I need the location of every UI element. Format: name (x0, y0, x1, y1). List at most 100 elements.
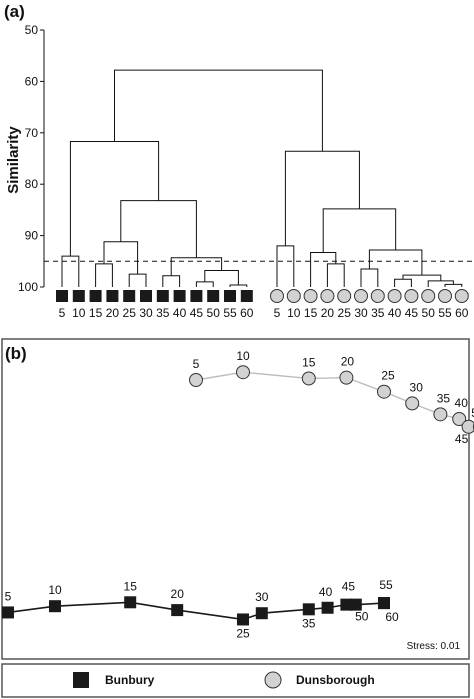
y-tick-label: 80 (25, 177, 39, 191)
leaf-label: 40 (388, 306, 402, 320)
legend-dunsborough-marker (264, 671, 282, 689)
bunbury-point-label: 40 (319, 585, 333, 599)
bunbury-point-label: 55 (379, 578, 393, 592)
dunsborough-point-label: 35 (437, 391, 451, 405)
dunsborough-point-label: 40 (455, 396, 469, 410)
ordination-plot: 5101520253035404550556051015202530354045… (2, 349, 474, 640)
leaf-marker-circle (438, 289, 452, 303)
leaf-marker-circle (286, 289, 301, 303)
leaf-marker-square (89, 290, 102, 302)
bunbury-point-label: 20 (171, 587, 185, 601)
leaf-label: 35 (371, 306, 385, 320)
leaf-marker-circle (454, 289, 469, 303)
leaf-marker-circle (421, 289, 436, 303)
dendrogram-link (427, 280, 454, 287)
leaf-marker-square (56, 290, 68, 302)
bunbury-point-label: 50 (355, 610, 369, 624)
leaf-label: 30 (354, 306, 368, 320)
leaf-label: 35 (156, 306, 170, 320)
leaf-row: 5 10 15 20 25 30 35 40 45 50 55 60 5 10 15 20 25 30 35 40 45… (56, 289, 469, 320)
dunsborough-trajectory (195, 371, 474, 428)
leaf-marker-circle (354, 289, 368, 303)
leaf-marker-square (156, 290, 169, 302)
dendrogram-tree (44, 69, 473, 287)
legend-dunsborough-label: Dunsborough (296, 673, 375, 687)
leaf-label: 20 (106, 306, 120, 320)
dunsborough-point (405, 396, 420, 411)
y-axis: 50 60 70 80 90 100 (18, 23, 45, 294)
dunsborough-point (339, 370, 354, 385)
bunbury-point (378, 597, 390, 610)
leaf-label: 50 (207, 306, 221, 320)
bunbury-point (255, 607, 268, 620)
dendrogram-link (162, 275, 181, 287)
dunsborough-point-label: 5 (193, 357, 200, 371)
dunsborough-point-label: 20 (341, 355, 355, 369)
leaf-label: 25 (123, 306, 137, 320)
leaf-label: 45 (405, 306, 419, 320)
dendrogram-link (69, 141, 160, 257)
dendrogram-link (229, 284, 248, 287)
dunsborough-point-label: 15 (302, 355, 316, 369)
legend-frame (1, 663, 470, 698)
panel-b-label: (b) (5, 344, 27, 363)
dunsborough-point (377, 384, 391, 399)
leaf-label: 60 (240, 306, 254, 320)
dendrogram-link (444, 283, 463, 287)
leaf-label: 25 (338, 306, 352, 320)
bunbury-point-label: 30 (255, 590, 269, 604)
leaf-label: 55 (438, 306, 452, 320)
leaf-label: 5 (59, 306, 66, 320)
dunsborough-point-label: 45 (455, 432, 469, 446)
leaf-marker-circle (387, 289, 402, 303)
leaf-marker-square (72, 290, 85, 302)
bunbury-point-label: 60 (385, 610, 399, 624)
leaf-label: 15 (89, 306, 103, 320)
y-tick-label: 60 (25, 74, 39, 88)
leaf-marker-square (106, 290, 119, 302)
bunbury-point-label: 10 (48, 583, 62, 597)
dunsborough-point (301, 371, 316, 386)
panel-a-label: (a) (4, 2, 25, 21)
dunsborough-point (189, 373, 203, 387)
dendrogram-link (402, 274, 442, 281)
leaf-marker-circle (370, 289, 385, 303)
dendrogram-link (310, 252, 337, 287)
leaf-marker-square (140, 290, 152, 302)
leaf-marker-circle (270, 289, 284, 303)
dendrogram-link (204, 270, 239, 285)
leaf-label: 50 (422, 306, 436, 320)
leaf-marker-circle (320, 289, 335, 303)
leaf-marker-square (207, 290, 220, 302)
dunsborough-point (452, 412, 467, 426)
leaf-marker-circle (337, 289, 352, 303)
leaf-marker-square (190, 290, 203, 302)
bunbury-point (237, 613, 249, 626)
leaf-label: 20 (321, 306, 335, 320)
bunbury-point (302, 603, 315, 616)
bunbury-point-label: 5 (5, 589, 12, 603)
y-tick-label: 100 (18, 280, 38, 294)
dendrogram-link (276, 245, 295, 287)
stress-value: Stress: 0.01 (407, 641, 461, 652)
bunbury-point (2, 606, 14, 619)
dendrogram-link (61, 255, 80, 287)
dendrogram-link (170, 257, 223, 276)
legend-bunbury-marker (73, 672, 89, 688)
leaf-label: 10 (72, 306, 86, 320)
panel-b-ordination: (b) 510152025303540455055605101520253035… (1, 338, 474, 660)
leaf-label: 45 (190, 306, 204, 320)
dunsborough-point (236, 365, 250, 380)
dendrogram-link (326, 263, 345, 287)
leaf-marker-circle (303, 289, 318, 303)
y-axis-title: Similarity (5, 126, 22, 194)
dendrogram-link (128, 273, 147, 287)
panel-b-frame (1, 338, 470, 660)
dendrogram-root-link (114, 69, 323, 152)
dendrogram-link (394, 278, 412, 287)
leaf-label: 40 (173, 306, 187, 320)
leaf-label: 10 (287, 306, 301, 320)
leaf-label: 60 (455, 306, 469, 320)
leaf-label: 5 (274, 306, 281, 320)
